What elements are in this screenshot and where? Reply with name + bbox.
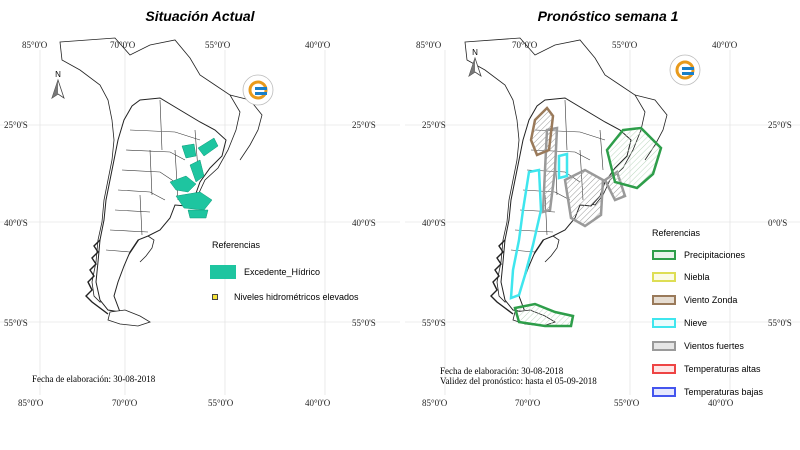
viento-zonda-areas xyxy=(529,106,555,157)
right-legend-item-vientos: Vientos fuertes xyxy=(652,341,744,351)
niveles-swatch xyxy=(212,294,218,300)
right-coord-left-1: 25°0'S xyxy=(422,120,446,130)
left-coord-top-2: 70°0'O xyxy=(110,40,136,50)
precipitaciones-areas xyxy=(513,126,663,328)
right-coord-bottom-2: 70°0'O xyxy=(515,398,541,408)
left-legend-label-2: Niveles hidrométricos elevados xyxy=(234,292,359,302)
precipitaciones-swatch xyxy=(652,250,676,260)
right-legend-item-temp-altas: Temperaturas altas xyxy=(652,364,761,374)
right-coord-bottom-4: 40°0'O xyxy=(708,398,734,408)
left-fecha: Fecha de elaboración: 30-08-2018 xyxy=(32,374,156,384)
right-coord-top-1: 85°0'O xyxy=(416,40,442,50)
left-coord-top-4: 40°0'O xyxy=(305,40,331,50)
left-coord-top-1: 85°0'O xyxy=(22,40,48,50)
right-coord-right-3: 55°0'S xyxy=(768,318,792,328)
svg-text:N: N xyxy=(55,70,61,79)
left-coord-bottom-2: 70°0'O xyxy=(112,398,138,408)
zonda-swatch xyxy=(652,295,676,305)
right-legend-item-niebla: Niebla xyxy=(652,272,710,282)
right-panel-title: Pronóstico semana 1 xyxy=(537,8,679,24)
right-coord-top-4: 40°0'O xyxy=(712,40,738,50)
right-legend-item-temp-bajas: Temperaturas bajas xyxy=(652,387,763,397)
right-legend-label-7: Temperaturas bajas xyxy=(684,387,764,397)
left-coord-left-2: 40°0'S xyxy=(4,218,28,228)
nieve-swatch xyxy=(652,318,676,328)
left-legend-item-niveles: Niveles hidrométricos elevados xyxy=(188,292,359,302)
right-legend-label-2: Niebla xyxy=(684,272,710,282)
left-coord-left-3: 55°0'S xyxy=(4,318,28,328)
right-coord-top-3: 55°0'O xyxy=(612,40,638,50)
right-legend-item-precipitaciones: Precipitaciones xyxy=(652,250,745,260)
left-coord-right-3: 55°0'S xyxy=(352,318,376,328)
left-coord-bottom-4: 40°0'O xyxy=(305,398,331,408)
right-north-arrow-icon: N xyxy=(468,48,482,77)
left-map-shape xyxy=(59,37,263,327)
left-north-arrow-icon: N xyxy=(51,70,65,99)
right-coord-bottom-1: 85°0'O xyxy=(422,398,448,408)
left-logo-icon xyxy=(242,74,274,106)
left-legend-item-excedente: Excedente_Hídrico xyxy=(210,265,320,279)
right-legend-label-6: Temperaturas altas xyxy=(684,364,761,374)
right-coord-left-3: 55°0'S xyxy=(422,318,446,328)
left-coord-bottom-1: 85°0'O xyxy=(18,398,44,408)
right-legend-label-5: Vientos fuertes xyxy=(684,341,744,351)
excedente-hidrico-areas xyxy=(169,137,219,219)
right-fecha: Fecha de elaboración: 30-08-2018 xyxy=(440,366,564,376)
right-legend-item-zonda: Viento Zonda xyxy=(652,295,737,305)
right-legend-label-3: Viento Zonda xyxy=(684,295,738,305)
excedente-swatch xyxy=(210,265,236,279)
left-coord-right-2: 40°0'S xyxy=(352,218,376,228)
left-coord-top-3: 55°0'O xyxy=(205,40,231,50)
left-legend-title: Referencias xyxy=(212,240,261,250)
temp-bajas-swatch xyxy=(652,387,676,397)
left-legend-label-1: Excedente_Hídrico xyxy=(244,267,321,277)
left-coord-bottom-3: 55°0'O xyxy=(208,398,234,408)
right-legend-label-4: Nieve xyxy=(684,318,708,328)
right-legend-title: Referencias xyxy=(652,228,701,238)
right-legend-label-1: Precipitaciones xyxy=(684,250,746,260)
left-coord-right-1: 25°0'S xyxy=(352,120,376,130)
right-logo-icon xyxy=(669,54,701,86)
right-coord-top-2: 70°0'O xyxy=(512,40,538,50)
right-validez: Validez del pronóstico: hasta el 05-09-2… xyxy=(440,376,597,386)
niebla-swatch xyxy=(652,272,676,282)
right-legend-item-nieve: Nieve xyxy=(652,318,707,328)
right-coord-right-1: 25°0'S xyxy=(768,120,792,130)
left-map-panel: N xyxy=(0,37,400,395)
right-coord-right-2: 0°0'S xyxy=(768,218,788,228)
right-coord-left-2: 40°0'S xyxy=(422,218,446,228)
right-coord-bottom-3: 55°0'O xyxy=(614,398,640,408)
vientos-swatch xyxy=(652,341,676,351)
left-panel-title: Situación Actual xyxy=(145,8,255,24)
svg-text:N: N xyxy=(472,48,478,57)
temp-altas-swatch xyxy=(652,364,676,374)
left-coord-left-1: 25°0'S xyxy=(4,120,28,130)
right-map-panel: N xyxy=(405,37,800,395)
nieve-areas xyxy=(509,152,569,300)
